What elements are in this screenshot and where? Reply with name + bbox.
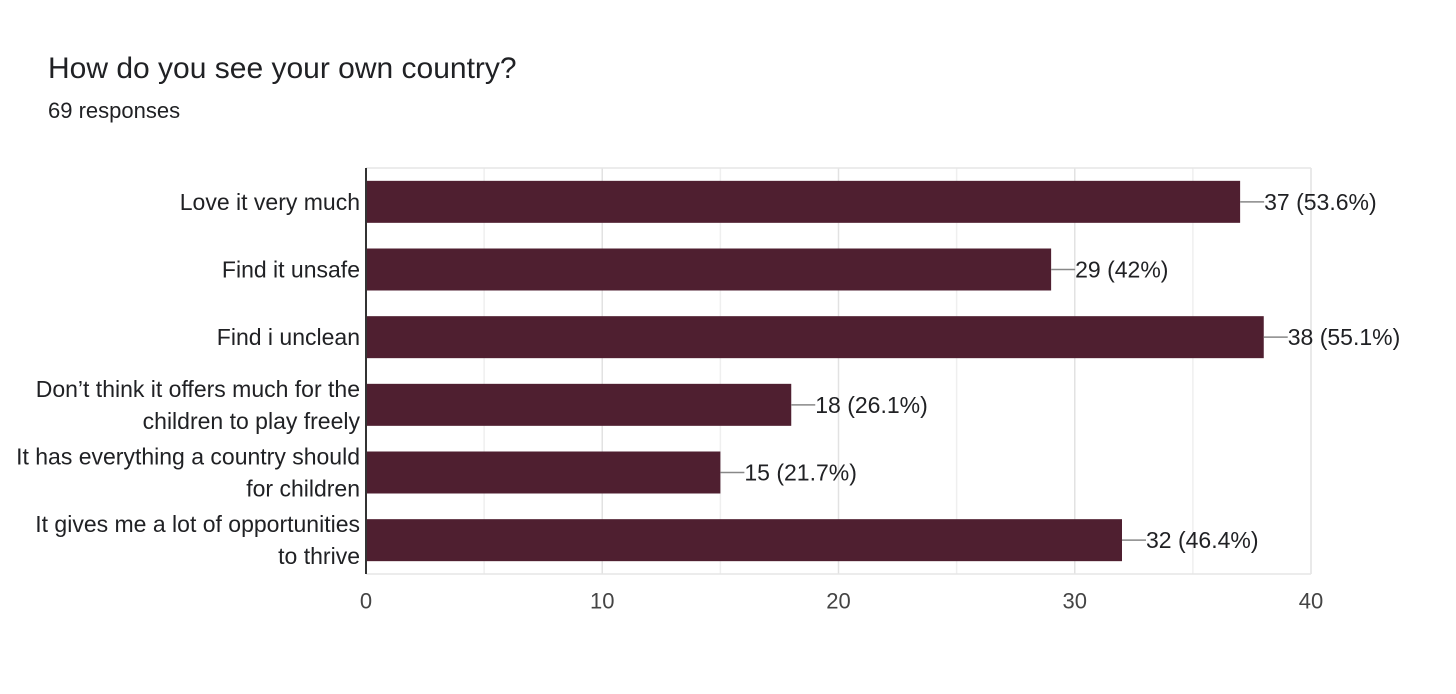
value-label-2: 38 (55.1%) xyxy=(1288,324,1401,350)
response-count: 69 responses xyxy=(48,98,181,123)
x-tick-label-2: 20 xyxy=(826,589,850,614)
axis-layer: 0 10 20 30 40 xyxy=(360,168,1323,614)
category-label-5-line-1: to thrive xyxy=(278,543,360,569)
category-label-2: Find i unclean xyxy=(217,324,360,350)
chart-title: How do you see your own country? xyxy=(48,52,517,85)
value-label-5: 32 (46.4%) xyxy=(1146,527,1259,553)
bar-5 xyxy=(366,519,1122,562)
category-label-1: Find it unsafe xyxy=(222,257,360,283)
bar-3 xyxy=(366,383,792,426)
x-tick-label-0: 0 xyxy=(360,589,372,614)
value-label-1: 29 (42%) xyxy=(1075,257,1168,283)
label-layer: 37 (53.6%) Love it very much 29 (42%) Find … xyxy=(16,189,1400,569)
bar-2 xyxy=(366,316,1264,359)
bar-1 xyxy=(366,248,1052,291)
grid-layer xyxy=(365,167,1312,575)
category-label-4-line-0: It has everything a country should xyxy=(16,444,360,470)
bar-layer xyxy=(366,180,1264,562)
bar-0 xyxy=(366,180,1241,223)
x-tick-label-3: 30 xyxy=(1063,589,1087,614)
x-tick-label-4: 40 xyxy=(1299,589,1323,614)
value-label-0: 37 (53.6%) xyxy=(1264,189,1377,215)
category-label-4-line-1: for children xyxy=(246,476,360,502)
x-tick-label-1: 10 xyxy=(590,589,614,614)
value-label-3: 18 (26.1%) xyxy=(815,392,928,418)
bar-4 xyxy=(366,451,721,494)
category-label-3-line-1: children to play freely xyxy=(143,408,361,434)
value-label-4: 15 (21.7%) xyxy=(744,460,857,486)
category-label-3-line-0: Don’t think it offers much for the xyxy=(36,376,360,402)
category-label-0: Love it very much xyxy=(180,189,360,215)
category-label-5-line-0: It gives me a lot of opportunities xyxy=(35,511,360,537)
